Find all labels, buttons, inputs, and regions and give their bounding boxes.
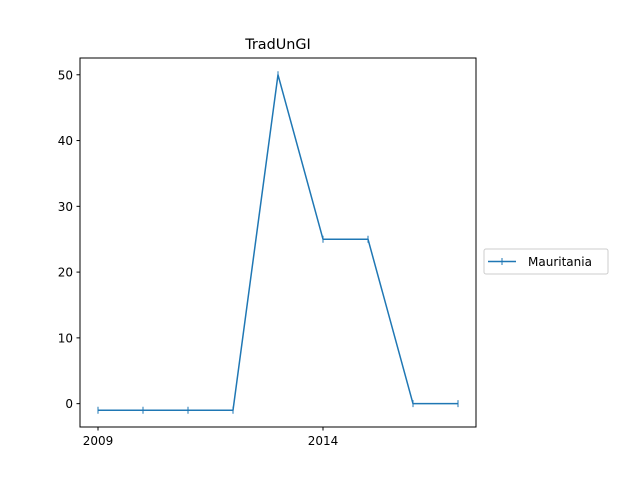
- x-axis-ticks: 2009 2014: [83, 427, 339, 448]
- legend-box: [483, 248, 609, 275]
- y-tick-label: 40: [58, 134, 73, 148]
- x-tick-label: 2014: [308, 434, 339, 448]
- plot-area-frame: [79, 57, 477, 428]
- x-tick-label: 2009: [83, 434, 114, 448]
- legend-label-mauritania: Mauritania: [528, 255, 592, 269]
- y-axis-ticks: 0 10 20 30 40 50: [58, 68, 80, 411]
- chart-title: TradUnGI: [244, 37, 311, 53]
- y-tick-label: 20: [58, 266, 73, 280]
- series-layer: [97, 71, 459, 414]
- y-tick-label: 30: [58, 200, 73, 214]
- y-tick-label: 10: [58, 331, 73, 345]
- y-tick-label: 0: [65, 397, 73, 411]
- legend: Mauritania: [483, 248, 609, 275]
- y-tick-label: 50: [58, 68, 73, 82]
